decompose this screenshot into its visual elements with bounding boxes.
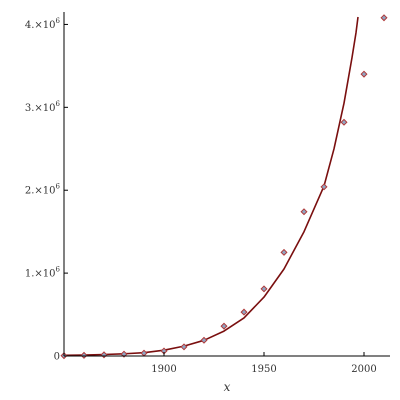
x-ticks: 1900 1950 2000 (151, 352, 377, 375)
y-tick-mantissa: 4.×10 (25, 20, 56, 31)
data-point (360, 70, 368, 78)
y-tick-mantissa: 3.×10 (25, 103, 56, 114)
y-tick-mantissa: 1.×10 (25, 269, 56, 280)
data-point (340, 118, 348, 126)
y-tick-label: 1.×106 (25, 266, 61, 280)
data-point (380, 14, 388, 22)
y-tick-label: 3.×106 (25, 100, 61, 114)
x-tick-label: 1900 (151, 364, 176, 375)
data-point (240, 308, 248, 316)
y-tick-mantissa: 0 (54, 352, 60, 363)
data-point (300, 208, 308, 216)
y-tick-exponent: 6 (56, 100, 61, 108)
x-tick-label: 2000 (351, 364, 376, 375)
y-tick-exponent: 6 (56, 17, 61, 25)
y-tick-label: 2.×106 (25, 183, 61, 197)
data-point (200, 336, 208, 344)
axes-layer (63, 12, 390, 357)
data-point (180, 343, 188, 351)
y-tick-exponent: 6 (56, 183, 61, 191)
y-tick-exponent: 6 (56, 266, 61, 274)
data-point (260, 285, 268, 293)
data-point (140, 349, 148, 357)
data-point (160, 347, 168, 355)
y-tick-label: 0 (54, 352, 60, 363)
data-point (220, 322, 228, 330)
y-tick-mantissa: 2.×10 (25, 186, 56, 197)
x-axis-title: x (224, 380, 231, 394)
data-point (320, 183, 328, 191)
data-point (280, 248, 288, 256)
x-tick-label: 1950 (251, 364, 276, 375)
data-point (80, 351, 88, 359)
y-tick-label: 4.×106 (25, 17, 61, 31)
